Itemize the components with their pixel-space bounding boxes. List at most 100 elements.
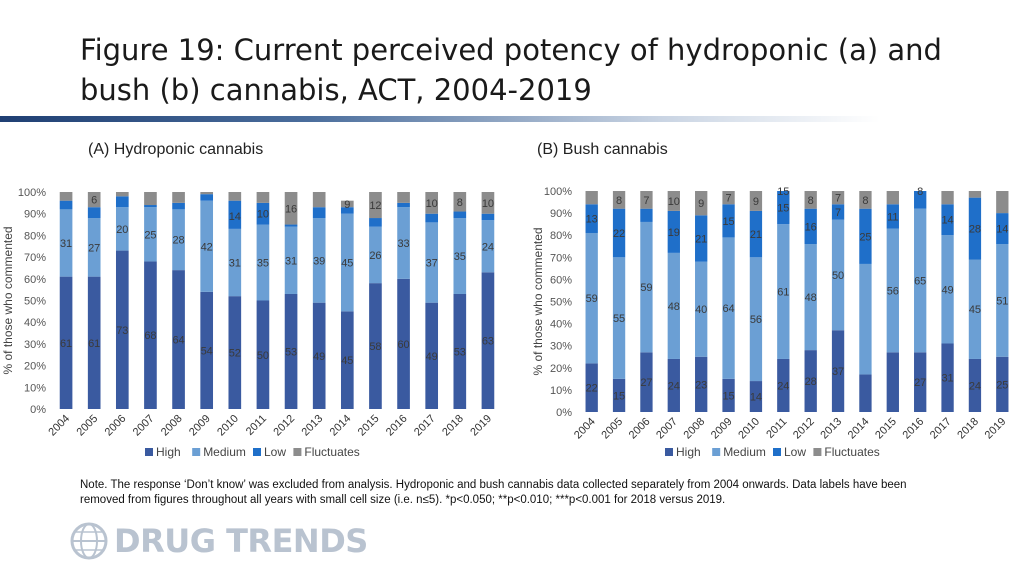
chart-a-xtick-2019: 2019: [468, 413, 494, 439]
chart-b-xtick-2012: 2012: [791, 416, 817, 442]
chart-b-bar-fluctuates-2017: [941, 191, 954, 205]
chart-a-label-high-2019: 63: [482, 336, 494, 348]
chart-b-y-axis-label: % of those who commented: [531, 227, 545, 375]
chart-b-bar-high-2019: [996, 356, 1009, 412]
chart-b-legend-high: High: [676, 445, 701, 459]
chart-a-bar-fluctuates-2005: [87, 192, 101, 208]
footnote: Note. The response ‘Don’t know’ was excl…: [80, 479, 907, 506]
chart-a-label-low-2011: 10: [257, 209, 269, 221]
chart-b-label-high-2017: 31: [941, 373, 953, 385]
chart-a-bar-low-2004: [59, 200, 73, 210]
chart-b-label-high-2013: 37: [832, 366, 844, 378]
chart-a-label-medium-2007: 25: [144, 229, 156, 241]
chart-b-xtick-2017: 2017: [928, 416, 954, 442]
chart-b-bar-medium-2009: [722, 237, 735, 379]
chart-b-xtick-2016: 2016: [901, 416, 927, 442]
chart-b-bar-low-2008: [695, 215, 708, 262]
chart-a-bar-medium-2007: [144, 207, 157, 262]
chart-b-label-medium-2012: 48: [805, 292, 817, 304]
chart-b-xtick-2007: 2007: [654, 416, 680, 442]
chart-a-xtick-2006: 2006: [103, 413, 129, 439]
chart-b-bar-high-2013: [831, 330, 845, 412]
chart-b-label-fluctuates-2007: 10: [668, 196, 680, 208]
chart-b-bar-medium-2015: [886, 228, 899, 353]
chart-a-title: (A) Hydroponic cannabis: [88, 141, 264, 158]
chart-a-legend-swatch-high: [145, 448, 153, 456]
chart-b-ytick-6: 60%: [550, 274, 572, 286]
chart-a-extra-label-0: 14: [229, 211, 241, 223]
chart-a-bar-medium-2015: [369, 226, 382, 284]
chart-b-label-low-2013: 7: [835, 207, 841, 219]
chart-a-bar-fluctuates-2019: [481, 192, 495, 214]
chart-b-ytick-8: 80%: [550, 230, 572, 242]
chart-b-label-low-2017: 14: [941, 215, 953, 227]
chart-a-bar-fluctuates-2012: [284, 192, 298, 225]
chart-b-bar-high-2016: [914, 352, 927, 412]
chart-a-legend-fluctuates: Fluctuates: [304, 445, 359, 459]
chart-a-label-high-2017: 49: [426, 351, 438, 363]
chart-a-xtick-2018: 2018: [440, 413, 466, 439]
chart-a-bar-high-2014: [340, 311, 354, 409]
chart-b-legend-swatch-medium: [712, 448, 721, 456]
chart-b-bar-fluctuates-2018: [968, 191, 982, 198]
chart-b-bar-low-2013: [831, 204, 845, 220]
chart-a-bar-high-2008: [172, 270, 185, 409]
chart-b-ytick-9: 90%: [550, 208, 572, 220]
chart-a-label-medium-2015: 26: [369, 250, 381, 262]
chart-a-bar-fluctuates-2006: [115, 192, 129, 197]
chart-a-xtick-2007: 2007: [131, 413, 157, 439]
chart-b-label-low-2008: 21: [695, 234, 707, 246]
chart-b-label-low-2010: 21: [750, 229, 762, 241]
chart-a-bar-high-2015: [369, 283, 382, 409]
chart-a-xtick-2012: 2012: [271, 413, 297, 439]
chart-b-label-high-2009: 15: [722, 390, 734, 402]
chart-a-ytick-8: 80%: [24, 230, 46, 242]
chart-b-bar-medium-2004: [585, 232, 598, 364]
chart-b-label-medium-2009: 64: [722, 303, 734, 315]
chart-b-label-low-2018: 28: [969, 224, 981, 236]
chart-a-bar-medium-2019: [481, 220, 495, 273]
chart-b-label-fluctuates-2011: 15: [777, 186, 789, 198]
chart-b-label-medium-2004: 59: [586, 293, 598, 305]
chart-b-legend-swatch-high: [665, 448, 673, 456]
chart-a-bar-low-2019: [481, 213, 495, 221]
chart-a-bar-low-2006: [115, 196, 129, 208]
chart-b-ytick-4: 40%: [550, 319, 572, 331]
chart-b-bar-medium-2007: [667, 252, 680, 359]
chart-b-legend-low: Low: [784, 445, 806, 459]
chart-a-bar-fluctuates-2018: [453, 192, 467, 212]
chart-b-bar-fluctuates-2004: [585, 191, 598, 205]
chart-a-xtick-2010: 2010: [215, 413, 241, 439]
chart-a-ytick-2: 20%: [24, 361, 46, 373]
chart-b-bar-fluctuates-2007: [667, 191, 680, 211]
chart-a-bar-fluctuates-2008: [172, 192, 185, 203]
chart-a-bar-fluctuates-2014: [340, 200, 354, 208]
chart-b-label-medium-2011: 61: [777, 287, 789, 299]
chart-a-bar-low-2016: [397, 202, 410, 208]
chart-a-legend-high: High: [156, 445, 181, 459]
chart-a-xtick-2015: 2015: [356, 413, 382, 439]
chart-a-bar-fluctuates-2013: [312, 192, 326, 208]
chart-a-bar-fluctuates-2015: [369, 192, 382, 219]
chart-b-label-low-2012: 16: [805, 221, 817, 233]
chart-a-label-high-2007: 68: [144, 330, 156, 342]
chart-a-bar-low-2012: [284, 224, 298, 227]
chart-a-bar-medium-2011: [256, 224, 270, 301]
chart-a-label-medium-2009: 42: [201, 241, 213, 253]
chart-a-bar-high-2019: [481, 272, 495, 409]
chart-b-label-medium-2015: 56: [887, 285, 899, 297]
chart-b-label-medium-2019: 51: [996, 295, 1008, 307]
chart-b-bar-low-2015: [886, 204, 899, 229]
chart-b-label-medium-2005: 55: [613, 313, 625, 325]
chart-b-bar-high-2009: [722, 378, 735, 412]
chart-b-bar-medium-2014: [859, 263, 872, 375]
chart-b-bar-medium-2010: [749, 257, 763, 382]
chart-a-legend-swatch-fluctuates: [293, 448, 302, 456]
chart-a-bar-high-2007: [144, 261, 157, 409]
chart-a-bar-medium-2014: [340, 213, 354, 312]
chart-a-label-fluctuates-2019: 10: [482, 198, 494, 210]
chart-b-label-fluctuates-2008: 9: [698, 198, 704, 210]
chart-a-bar-medium-2010: [228, 228, 242, 297]
chart-b-bar-fluctuates-2006: [640, 191, 653, 209]
chart-b-xtick-2015: 2015: [873, 416, 899, 442]
